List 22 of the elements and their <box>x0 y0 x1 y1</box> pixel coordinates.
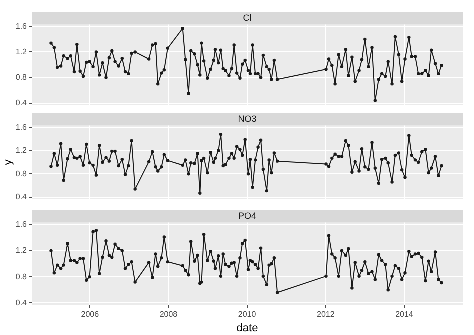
y-tick-label: 0.4 <box>16 98 28 108</box>
x-tick-label: 2014 <box>396 310 414 320</box>
x-tick-label: 2012 <box>316 310 336 320</box>
x-axis-title: date <box>236 322 258 334</box>
y-tick-label: 1.2 <box>16 146 28 156</box>
x-tick-label: 2008 <box>160 310 178 320</box>
y-tick-label: 1.2 <box>16 246 28 256</box>
y-tick-label: 0.8 <box>16 72 28 82</box>
x-tick-label: 2006 <box>81 310 100 320</box>
y-tick-label: 0.4 <box>16 192 28 202</box>
y-axis-title: y <box>2 159 15 166</box>
y-tick-label: 0.8 <box>16 169 28 178</box>
chart-title: Cl <box>243 12 252 23</box>
chart-title: NO3 <box>238 114 257 124</box>
y-tick-label: 1.2 <box>16 47 28 56</box>
y-tick-label: 1.6 <box>16 22 28 31</box>
y-tick-label: 0.4 <box>16 298 28 308</box>
y-tick-label: 1.6 <box>16 122 28 132</box>
x-tick-label: 2010 <box>238 310 257 320</box>
y-tick-label: 1.6 <box>16 220 28 229</box>
chart-title: PO4 <box>238 210 257 221</box>
y-tick-label: 0.8 <box>16 272 28 282</box>
